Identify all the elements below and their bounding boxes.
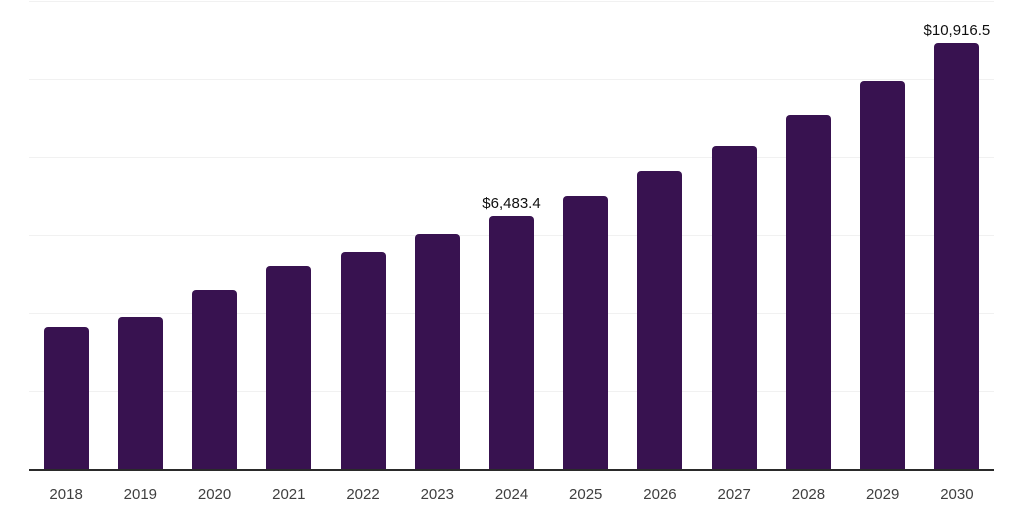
bar-2027 — [711, 145, 757, 469]
x-tick-2030: 2030 — [940, 486, 974, 503]
x-axis-line — [29, 469, 994, 471]
value-label-2030: $10,916.5 — [923, 22, 991, 40]
bar-2022 — [340, 251, 386, 469]
x-tick-2028: 2028 — [791, 486, 826, 503]
bar-2019 — [117, 317, 163, 469]
x-tick-2020: 2020 — [197, 486, 232, 503]
bar-2026 — [637, 171, 683, 469]
x-tick-2022: 2022 — [346, 486, 380, 503]
x-tick-2024: 2024 — [494, 486, 529, 503]
gridline — [29, 157, 994, 158]
bar-2021 — [266, 266, 312, 469]
x-tick-2018: 2018 — [49, 486, 83, 503]
bar-2030 — [934, 43, 980, 469]
x-tick-2029: 2029 — [865, 486, 900, 503]
bar-2018 — [43, 326, 89, 469]
gridline — [29, 1, 994, 2]
x-tick-2025: 2025 — [569, 486, 603, 503]
x-tick-2027: 2027 — [717, 486, 751, 503]
bar-2024 — [489, 216, 534, 469]
x-tick-2021: 2021 — [272, 486, 306, 503]
x-tick-2026: 2026 — [643, 486, 677, 503]
bar-2025 — [563, 196, 609, 469]
bar-2020 — [192, 289, 238, 469]
bar-2029 — [860, 80, 906, 469]
bar-2023 — [414, 233, 460, 469]
value-label-2024: $6,483.4 — [482, 195, 541, 213]
gridline — [29, 79, 994, 80]
bar-2028 — [785, 114, 831, 469]
x-tick-2019: 2019 — [123, 486, 158, 503]
x-tick-2023: 2023 — [420, 486, 454, 503]
